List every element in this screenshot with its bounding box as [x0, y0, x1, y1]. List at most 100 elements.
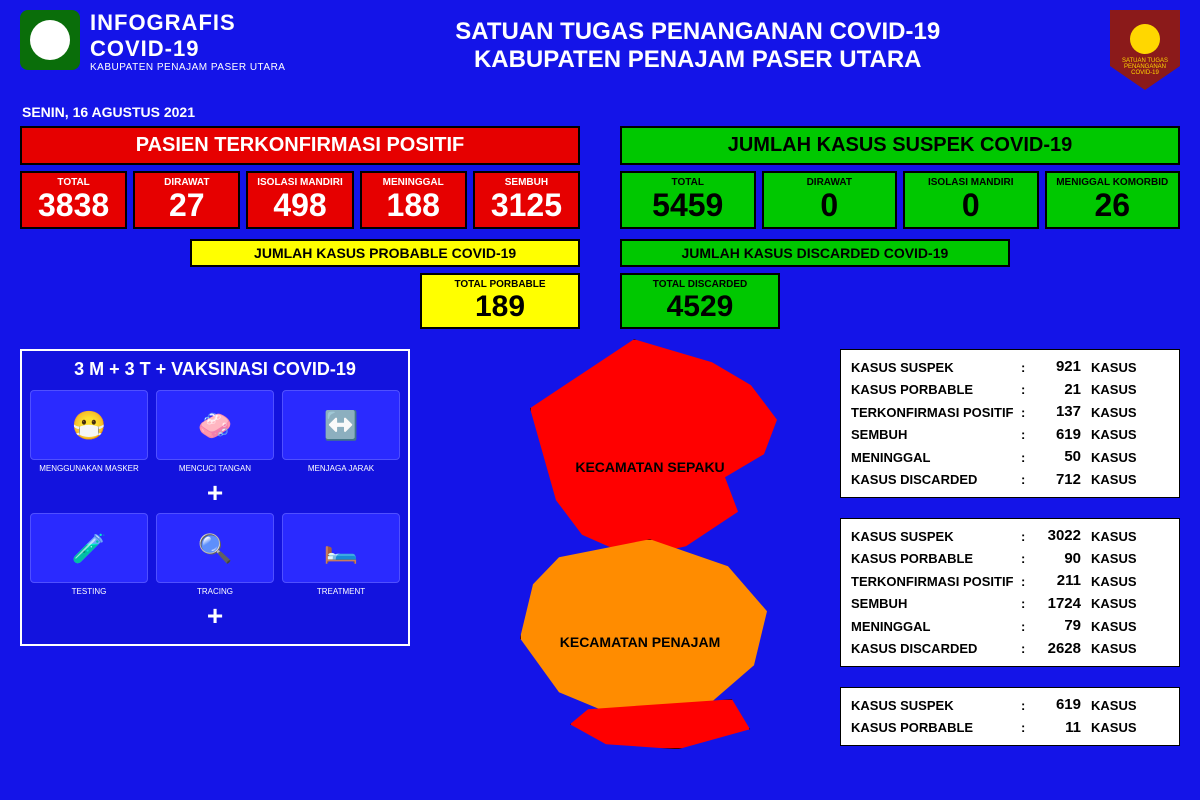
discarded-stat: TOTAL DISCARDED 4529: [620, 273, 780, 329]
district-row: KASUS DISCARDED:712KASUS: [851, 469, 1169, 492]
region-sepaku: [530, 339, 790, 569]
row-value: 921: [1036, 356, 1081, 379]
stat-isolasi: ISOLASI MANDIRI498: [246, 171, 353, 229]
district-table-1: KASUS SUSPEK:921KASUSKASUS PORBABLE:21KA…: [840, 349, 1180, 498]
row-unit: KASUS: [1081, 470, 1169, 490]
label-penajam: KECAMATAN PENAJAM: [540, 634, 740, 650]
treatment-icon: 🛏️: [282, 513, 400, 583]
row-label: MENINGGAL: [851, 448, 1021, 468]
stat-dirawat: DIRAWAT27: [133, 171, 240, 229]
row-unit: KASUS: [1081, 718, 1169, 738]
masker-icon: 😷: [30, 390, 148, 460]
stat-dirawat: DIRAWAT0: [762, 171, 898, 229]
regency-logo: [20, 10, 80, 70]
positive-header: PASIEN TERKONFIRMASI POSITIF: [20, 126, 580, 165]
protocol-panel: 3 M + 3 T + VAKSINASI COVID-19 😷MENGGUNA…: [20, 349, 410, 646]
row-label: KASUS DISCARDED: [851, 470, 1021, 490]
stat-meninggal: MENINGGAL188: [360, 171, 467, 229]
satgas-badge: SATUAN TUGAS PENANGANAN COVID-19: [1110, 10, 1180, 90]
row-value: 21: [1036, 379, 1081, 402]
row-value: 137: [1036, 401, 1081, 424]
label-sepaku: KECAMATAN SEPAKU: [550, 459, 750, 475]
row-value: 3022: [1036, 525, 1081, 548]
proto-jarak: ↔️MENJAGA JARAK: [282, 390, 400, 473]
row-label: MENINGGAL: [851, 617, 1021, 637]
plus-icon: +: [30, 600, 400, 632]
probable-header: JUMLAH KASUS PROBABLE COVID-19: [190, 239, 580, 267]
row-unit: KASUS: [1081, 425, 1169, 445]
row-value: 79: [1036, 615, 1081, 638]
positive-stats: TOTAL3838 DIRAWAT27 ISOLASI MANDIRI498 M…: [20, 171, 580, 229]
report-date: SENIN, 16 AGUSTUS 2021: [22, 104, 1200, 120]
district-row: TERKONFIRMASI POSITIF:211KASUS: [851, 570, 1169, 593]
row-unit: KASUS: [1081, 448, 1169, 468]
row-label: TERKONFIRMASI POSITIF: [851, 403, 1021, 423]
district-row: KASUS DISCARDED:2628KASUS: [851, 638, 1169, 661]
row-unit: KASUS: [1081, 358, 1169, 378]
row-value: 90: [1036, 548, 1081, 571]
title-line1: SATUAN TUGAS PENANGANAN COVID-19: [285, 18, 1110, 46]
row-label: KASUS SUSPEK: [851, 527, 1021, 547]
testing-icon: 🧪: [30, 513, 148, 583]
row-unit: KASUS: [1081, 380, 1169, 400]
row-value: 712: [1036, 469, 1081, 492]
covid-label: COVID-19: [90, 36, 285, 62]
district-row: MENINGGAL:50KASUS: [851, 446, 1169, 469]
proto-masker: 😷MENGGUNAKAN MASKER: [30, 390, 148, 473]
district-row: KASUS PORBABLE:21KASUS: [851, 379, 1169, 402]
proto-treatment: 🛏️TREATMENT: [282, 513, 400, 596]
district-row: KASUS PORBABLE:11KASUS: [851, 717, 1169, 740]
district-row: SEMBUH:619KASUS: [851, 424, 1169, 447]
kabupaten-sub: KABUPATEN PENAJAM PASER UTARA: [90, 62, 285, 73]
header-center-title: SATUAN TUGAS PENANGANAN COVID-19 KABUPAT…: [285, 10, 1110, 74]
probable-section: JUMLAH KASUS PROBABLE COVID-19 TOTAL POR…: [23, 239, 580, 329]
mid-sections: JUMLAH KASUS PROBABLE COVID-19 TOTAL POR…: [0, 229, 1200, 329]
cuci-tangan-icon: 🧼: [156, 390, 274, 460]
district-row: SEMBUH:1724KASUS: [851, 593, 1169, 616]
row-label: TERKONFIRMASI POSITIF: [851, 572, 1021, 592]
tracing-icon: 🔍: [156, 513, 274, 583]
stat-total: TOTAL3838: [20, 171, 127, 229]
row-label: KASUS PORBABLE: [851, 380, 1021, 400]
district-row: TERKONFIRMASI POSITIF:137KASUS: [851, 401, 1169, 424]
proto-tracing: 🔍TRACING: [156, 513, 274, 596]
row-label: KASUS PORBABLE: [851, 718, 1021, 738]
row-value: 211: [1036, 570, 1081, 593]
stat-isolasi: ISOLASI MANDIRI0: [903, 171, 1039, 229]
discarded-header: JUMLAH KASUS DISCARDED COVID-19: [620, 239, 1010, 267]
district-table-2: KASUS SUSPEK:3022KASUSKASUS PORBABLE:90K…: [840, 518, 1180, 667]
row-value: 11: [1036, 717, 1081, 740]
title-line2: KABUPATEN PENAJAM PASER UTARA: [285, 46, 1110, 74]
3t-row: 🧪TESTING 🔍TRACING 🛏️TREATMENT: [30, 513, 400, 596]
district-row: KASUS PORBABLE:90KASUS: [851, 548, 1169, 571]
row-label: KASUS SUSPEK: [851, 696, 1021, 716]
proto-testing: 🧪TESTING: [30, 513, 148, 596]
probable-stat: TOTAL PORBABLE 189: [420, 273, 580, 329]
row-value: 619: [1036, 694, 1081, 717]
positive-section: PASIEN TERKONFIRMASI POSITIF TOTAL3838 D…: [20, 126, 580, 229]
discarded-section: JUMLAH KASUS DISCARDED COVID-19 TOTAL DI…: [620, 239, 1177, 329]
district-row: KASUS SUSPEK:921KASUS: [851, 356, 1169, 379]
top-sections: PASIEN TERKONFIRMASI POSITIF TOTAL3838 D…: [0, 126, 1200, 229]
header: INFOGRAFIS COVID-19 KABUPATEN PENAJAM PA…: [0, 0, 1200, 100]
region-penajam: [520, 539, 780, 719]
header-left-title: INFOGRAFIS COVID-19 KABUPATEN PENAJAM PA…: [90, 10, 285, 73]
suspect-stats: TOTAL5459 DIRAWAT0 ISOLASI MANDIRI0 MENI…: [620, 171, 1180, 229]
district-row: MENINGGAL:79KASUS: [851, 615, 1169, 638]
district-row: KASUS SUSPEK:619KASUS: [851, 694, 1169, 717]
row-unit: KASUS: [1081, 696, 1169, 716]
stat-sembuh: SEMBUH3125: [473, 171, 580, 229]
jarak-icon: ↔️: [282, 390, 400, 460]
infografis-label: INFOGRAFIS: [90, 10, 285, 36]
suspect-section: JUMLAH KASUS SUSPEK COVID-19 TOTAL5459 D…: [620, 126, 1180, 229]
proto-cuci-tangan: 🧼MENCUCI TANGAN: [156, 390, 274, 473]
row-unit: KASUS: [1081, 617, 1169, 637]
row-value: 1724: [1036, 593, 1081, 616]
district-table-3: KASUS SUSPEK:619KASUSKASUS PORBABLE:11KA…: [840, 687, 1180, 746]
row-unit: KASUS: [1081, 549, 1169, 569]
row-label: KASUS DISCARDED: [851, 639, 1021, 659]
district-tables: KASUS SUSPEK:921KASUSKASUS PORBABLE:21KA…: [840, 349, 1180, 766]
row-label: KASUS PORBABLE: [851, 549, 1021, 569]
lower-area: 3 M + 3 T + VAKSINASI COVID-19 😷MENGGUNA…: [0, 329, 1200, 749]
row-value: 2628: [1036, 638, 1081, 661]
